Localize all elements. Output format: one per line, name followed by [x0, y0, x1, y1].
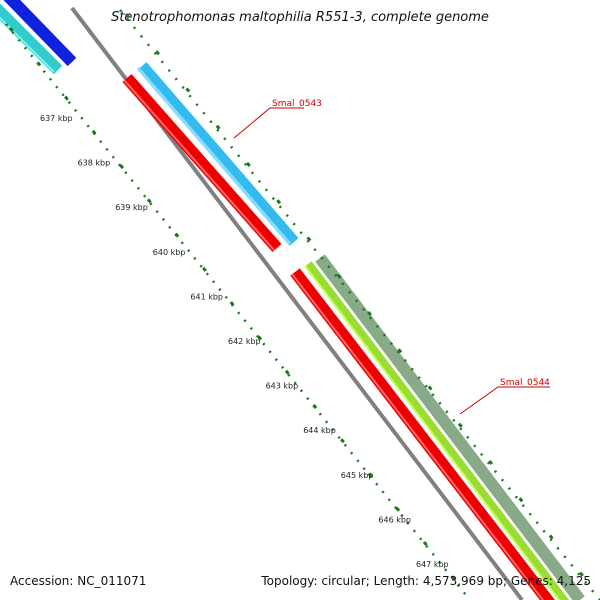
- callout-line-smal-0544: [459, 386, 550, 415]
- feature-cyan-highlight: [0, 16, 55, 73]
- gene-smal-0543-highlight: [136, 67, 292, 245]
- top-left-features: [0, 0, 77, 75]
- ruler-tick-labels: 637 kbp 638 kbp 639 kbp 640 kbp 641 kbp 642 k…: [40, 114, 449, 569]
- ruler-tick-label: 647 kbp: [416, 560, 449, 569]
- gene-smal-0544-highlight: [304, 265, 561, 600]
- gene-callout-smal-0543: Smal_0543: [233, 99, 322, 139]
- reverse-gene-1[interactable]: [122, 74, 282, 252]
- accession-label: Accession: NC_011071: [10, 574, 147, 588]
- gene-smal-0544-outer: [315, 254, 585, 600]
- gene-label-smal-0544[interactable]: Smal_0544: [500, 378, 550, 388]
- ruler-tick-label: 639 kbp: [115, 203, 148, 212]
- ruler-tick-label: 638 kbp: [78, 159, 111, 168]
- ruler-tick-label: 641 kbp: [190, 292, 223, 301]
- reverse-gene-1-highlight: [123, 79, 275, 251]
- gene-callout-smal-0544: Smal_0544: [459, 378, 550, 415]
- callout-line-smal-0543: [233, 107, 304, 139]
- feature-cyan-strip: [0, 3, 63, 75]
- ruler-inner-dots: [5, 23, 471, 600]
- ruler-tick-label: 642 kbp: [228, 337, 261, 346]
- ruler-tick-lines: [5, 9, 600, 600]
- gene-smal-0544-body[interactable]: [304, 261, 570, 600]
- gene-smal-0544[interactable]: [304, 254, 585, 600]
- genome-summary: Topology: circular; Length: 4,573,969 bp…: [261, 574, 591, 588]
- map-title: Stenotrophomonas maltophilia R551-3, com…: [111, 10, 489, 25]
- ruler-tick-label: 644 kbp: [303, 426, 336, 435]
- ruler-inner-major: [8, 27, 473, 600]
- reverse-gene-2-highlight: [291, 273, 545, 600]
- ruler-tick-label: 637 kbp: [40, 114, 73, 123]
- feature-blue-strip: [3, 0, 77, 67]
- ruler-tick-label: 640 kbp: [153, 248, 186, 257]
- reverse-gene-1-body[interactable]: [122, 74, 282, 252]
- reverse-gene-2[interactable]: [290, 268, 555, 600]
- ruler-tick-label: 645 kbp: [341, 471, 374, 480]
- gene-smal-0543[interactable]: [136, 62, 299, 246]
- reverse-gene-2-body[interactable]: [290, 268, 555, 600]
- gene-label-smal-0543[interactable]: Smal_0543: [272, 99, 322, 109]
- ruler-tick-label: 643 kbp: [266, 382, 299, 391]
- ruler-tick-label: 646 kbp: [378, 515, 411, 524]
- gene-smal-0543-body[interactable]: [137, 62, 299, 246]
